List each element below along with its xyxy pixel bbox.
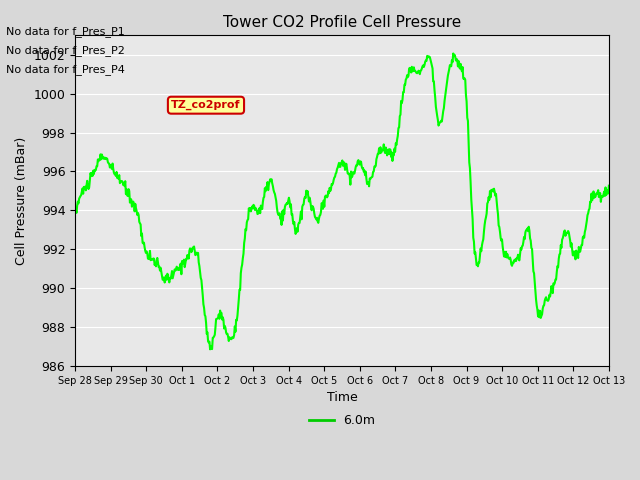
Legend: 6.0m: 6.0m xyxy=(303,409,381,432)
Text: No data for f_Pres_P4: No data for f_Pres_P4 xyxy=(6,64,125,75)
Text: No data for f_Pres_P2: No data for f_Pres_P2 xyxy=(6,45,125,56)
X-axis label: Time: Time xyxy=(326,391,357,404)
Title: Tower CO2 Profile Cell Pressure: Tower CO2 Profile Cell Pressure xyxy=(223,15,461,30)
Text: No data for f_Pres_P1: No data for f_Pres_P1 xyxy=(6,25,125,36)
Text: TZ_co2prof: TZ_co2prof xyxy=(172,100,241,110)
Y-axis label: Cell Pressure (mBar): Cell Pressure (mBar) xyxy=(15,136,28,265)
